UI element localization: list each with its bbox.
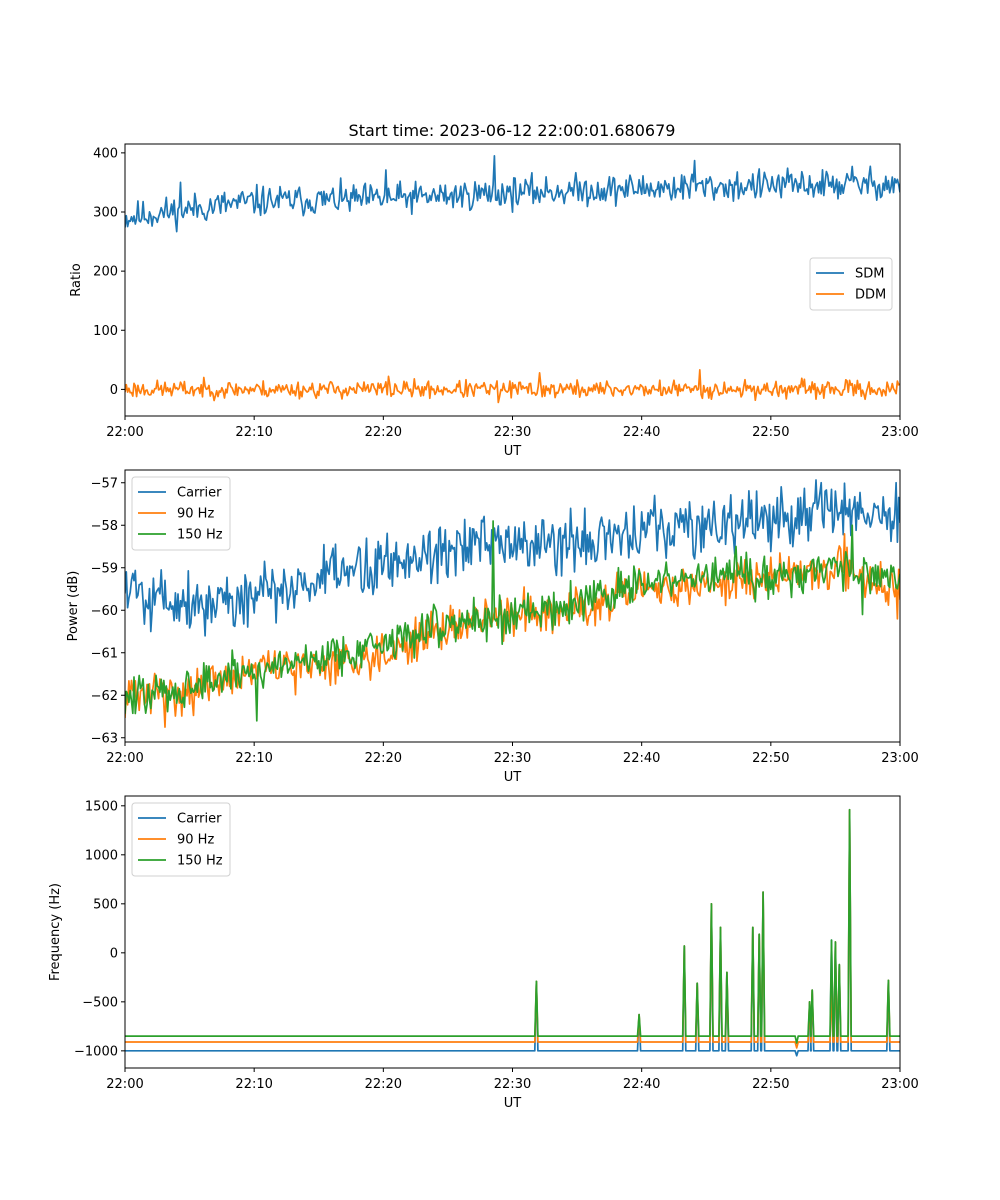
y-tick-label: 0 bbox=[110, 383, 118, 398]
legend-label-150-hz: 150 Hz bbox=[177, 854, 223, 869]
y-axis-label: Ratio bbox=[69, 263, 84, 296]
y-tick-label: 1000 bbox=[85, 848, 118, 863]
y-tick-label: 100 bbox=[93, 324, 118, 339]
y-tick-label: 400 bbox=[93, 146, 118, 161]
y-axis-label: Frequency (Hz) bbox=[48, 883, 63, 981]
x-tick-label: 22:10 bbox=[235, 425, 272, 440]
series-line-ddm bbox=[125, 369, 900, 404]
legend-label-sdm: SDM bbox=[855, 267, 884, 282]
series-line-150-hz bbox=[125, 520, 900, 722]
series-line-carrier bbox=[125, 479, 900, 637]
legend-label-carrier: Carrier bbox=[177, 812, 222, 827]
figure-title: Start time: 2023-06-12 22:00:01.680679 bbox=[349, 121, 676, 140]
legend: Carrier 90 Hz 150 Hz bbox=[131, 476, 231, 551]
x-tick-label: 22:20 bbox=[365, 1077, 402, 1092]
x-tick-label: 22:10 bbox=[235, 1077, 272, 1092]
x-tick-label: 22:30 bbox=[494, 751, 531, 766]
y-tick-label: 200 bbox=[93, 265, 118, 280]
chart-panel-3: 22:00 22:10 22:20 22:30 22:40 22:50 23:00 −1000… bbox=[48, 795, 919, 1111]
x-tick-label: 22:20 bbox=[365, 425, 402, 440]
series-line-carrier bbox=[125, 808, 900, 1057]
y-axis-label: Power (dB) bbox=[66, 571, 81, 642]
y-tick-label: 1500 bbox=[85, 799, 118, 814]
y-tick-label: −500 bbox=[82, 995, 118, 1010]
series-line-sdm bbox=[125, 154, 900, 233]
plot-frame bbox=[124, 795, 901, 1069]
x-tick-label: 23:00 bbox=[881, 751, 918, 766]
x-tick-label: 23:00 bbox=[881, 425, 918, 440]
legend-box bbox=[131, 802, 231, 877]
x-tick-label: 22:50 bbox=[752, 1077, 789, 1092]
x-tick-label: 22:00 bbox=[106, 425, 143, 440]
x-tick-label: 22:20 bbox=[365, 751, 402, 766]
y-tick-label: −62 bbox=[91, 689, 118, 704]
x-tick-label: 22:50 bbox=[752, 751, 789, 766]
x-tick-label: 22:50 bbox=[752, 425, 789, 440]
y-tick-label: 0 bbox=[110, 946, 118, 961]
chart-panel-1: 22:00 22:10 22:20 22:30 22:40 22:50 23:00 0 100 2… bbox=[69, 143, 919, 459]
y-tick-label: −57 bbox=[91, 476, 118, 491]
x-tick-label: 22:40 bbox=[623, 751, 660, 766]
legend-label-90-hz: 90 Hz bbox=[177, 833, 214, 848]
legend-label-90-hz: 90 Hz bbox=[177, 507, 214, 522]
legend-label-ddm: DDM bbox=[855, 288, 886, 303]
x-tick-label: 22:30 bbox=[494, 1077, 531, 1092]
legend-label-150-hz: 150 Hz bbox=[177, 528, 223, 543]
x-tick-label: 23:00 bbox=[881, 1077, 918, 1092]
series-line-150-hz bbox=[125, 808, 900, 1044]
legend: SDM DDM bbox=[809, 257, 893, 311]
panels: 22:00 22:10 22:20 22:30 22:40 22:50 23:00 0 100 2… bbox=[48, 143, 919, 1111]
plot-frame bbox=[124, 143, 901, 417]
x-axis-label: UT bbox=[504, 1096, 522, 1111]
series-group bbox=[125, 808, 900, 1057]
y-tick-label: −63 bbox=[91, 731, 118, 746]
x-tick-label: 22:00 bbox=[106, 751, 143, 766]
y-tick-label: −1000 bbox=[74, 1044, 118, 1059]
x-tick-label: 22:40 bbox=[623, 1077, 660, 1092]
legend-label-carrier: Carrier bbox=[177, 486, 222, 501]
y-tick-label: −59 bbox=[91, 561, 118, 576]
series-group bbox=[125, 479, 900, 728]
series-group bbox=[125, 154, 900, 404]
x-axis-label: UT bbox=[504, 444, 522, 459]
legend-box bbox=[131, 476, 231, 551]
chart-panel-2: 22:00 22:10 22:20 22:30 22:40 22:50 23:00 −63 −6… bbox=[66, 469, 919, 785]
y-tick-label: −58 bbox=[91, 519, 118, 534]
x-tick-label: 22:00 bbox=[106, 1077, 143, 1092]
legend: Carrier 90 Hz 150 Hz bbox=[131, 802, 231, 877]
y-tick-label: 300 bbox=[93, 206, 118, 221]
y-tick-label: −60 bbox=[91, 604, 118, 619]
x-tick-label: 22:40 bbox=[623, 425, 660, 440]
x-tick-label: 22:10 bbox=[235, 751, 272, 766]
legend-box bbox=[809, 257, 893, 311]
x-axis-label: UT bbox=[504, 770, 522, 785]
y-tick-label: −61 bbox=[91, 646, 118, 661]
x-tick-label: 22:30 bbox=[494, 425, 531, 440]
series-line-90-hz bbox=[125, 808, 900, 1049]
y-tick-label: 500 bbox=[93, 897, 118, 912]
